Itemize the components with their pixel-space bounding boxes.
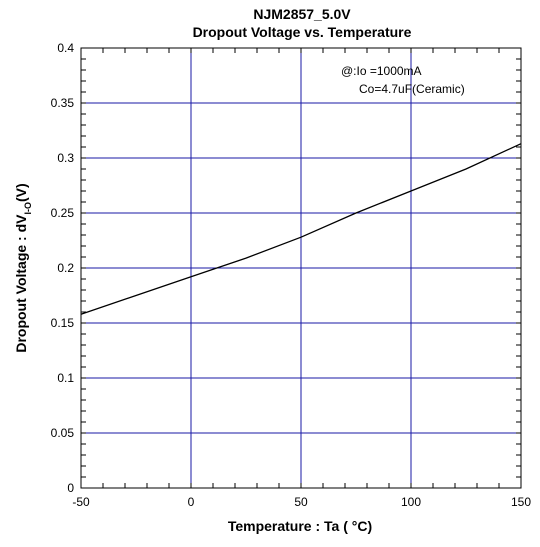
x-tick-label: 0: [188, 495, 195, 509]
y-tick-label: 0.3: [57, 151, 74, 165]
y-axis-label-main: Dropout Voltage : dV: [13, 214, 29, 353]
y-axis-label: Dropout Voltage : dVI-O(V): [13, 183, 33, 352]
y-tick-label: 0: [67, 481, 74, 495]
x-tick-label: 100: [401, 495, 421, 509]
annotation-line-2: Co=4.7uF(Ceramic): [359, 82, 465, 96]
y-tick-label: 0.35: [51, 96, 75, 110]
y-tick-label: 0.2: [57, 261, 74, 275]
x-tick-labels: -50 0 50 100 150: [72, 495, 531, 509]
x-tick-label: 50: [294, 495, 308, 509]
x-axis-label: Temperature : Ta ( °C): [228, 518, 372, 534]
annotation-line-1: @:Io =1000mA: [341, 64, 422, 78]
chart-subtitle: Dropout Voltage vs. Temperature: [193, 24, 412, 40]
series-line: [80, 143, 522, 315]
y-tick-label: 0.05: [51, 426, 75, 440]
grid: [80, 47, 522, 489]
plot-frame: [80, 47, 522, 489]
x-tick-label: 150: [511, 495, 531, 509]
y-tick-label: 0.25: [51, 206, 75, 220]
y-axis-label-suffix: (V): [13, 183, 29, 202]
y-tick-label: 0.1: [57, 371, 74, 385]
x-tick-label: -50: [72, 495, 90, 509]
y-tick-labels: 0 0.05 0.1 0.15 0.2 0.25 0.3 0.35 0.4: [51, 41, 75, 495]
chart-title: NJM2857_5.0V: [253, 6, 351, 22]
y-axis-label-subscript: I-O: [23, 202, 33, 215]
y-tick-label: 0.15: [51, 316, 75, 330]
y-tick-label: 0.4: [57, 41, 74, 55]
